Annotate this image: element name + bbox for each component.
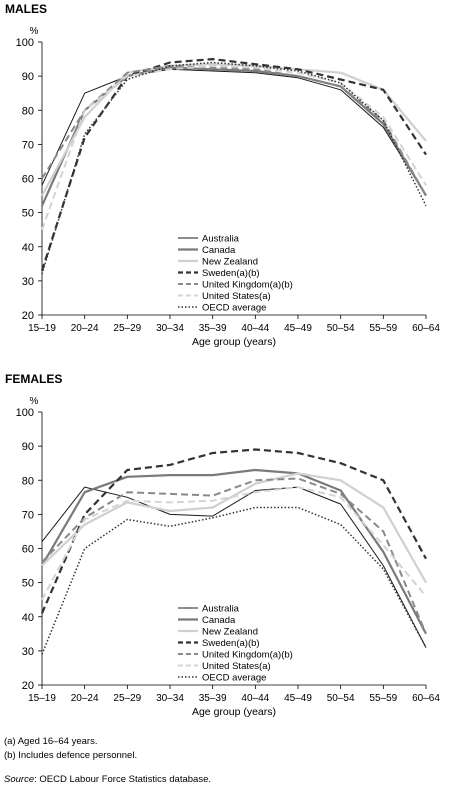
legend-label-4: United Kingdom(a)(b) bbox=[202, 650, 293, 661]
series-line-6 bbox=[41, 506, 427, 655]
legend-label-2: New Zealand bbox=[202, 627, 258, 638]
y-tick-label: 50 bbox=[22, 578, 34, 590]
x-tick-label: 20–24 bbox=[71, 693, 99, 704]
footnote-b: (b) Includes defence personnel. bbox=[4, 750, 138, 761]
y-tick-label: 70 bbox=[22, 509, 34, 521]
y-tick-label: 40 bbox=[22, 242, 34, 254]
x-tick-label: 50–54 bbox=[327, 323, 355, 334]
y-tick-label: 100 bbox=[16, 407, 34, 419]
series-line-0 bbox=[41, 68, 427, 196]
y-tick-label: 80 bbox=[22, 475, 34, 487]
y-tick-label: 90 bbox=[22, 71, 34, 83]
legend-label-4: United Kingdom(a)(b) bbox=[202, 280, 293, 291]
series-line-3 bbox=[40, 57, 427, 271]
y-tick-label: 30 bbox=[22, 276, 34, 288]
males-chart: % 20 30 40 50 60 70 80 90 100 15–19 20–24 25–29 30–34… bbox=[16, 26, 441, 348]
legend-label-3: Sweden(a)(b) bbox=[202, 638, 260, 649]
y-tick-label: 20 bbox=[22, 310, 34, 322]
x-tick-label: 15–19 bbox=[28, 323, 56, 334]
legend-label-1: Canada bbox=[202, 245, 236, 256]
series-line-4 bbox=[41, 477, 427, 635]
x-tick-label: 45–49 bbox=[284, 693, 312, 704]
series-line-2 bbox=[41, 63, 427, 197]
females-panel-title: FEMALES bbox=[5, 372, 63, 386]
y-tick-label: 20 bbox=[22, 680, 34, 692]
x-tick-label: 35–39 bbox=[199, 693, 227, 704]
legend-label-3: Sweden(a)(b) bbox=[202, 268, 260, 279]
source-label: Source bbox=[4, 774, 35, 785]
x-tick-label: 60–64 bbox=[412, 693, 440, 704]
series-line-3 bbox=[40, 448, 427, 614]
source-text: : OECD Labour Force Statistics database. bbox=[34, 774, 211, 785]
x-tick-label: 15–19 bbox=[28, 693, 56, 704]
x-tick-label: 50–54 bbox=[327, 693, 355, 704]
legend-label-5: United States(a) bbox=[202, 291, 271, 302]
legend-label-2: New Zealand bbox=[202, 257, 258, 268]
x-tick-label: 40–44 bbox=[241, 323, 269, 334]
y-tick-label: 60 bbox=[22, 174, 34, 186]
series-line-1 bbox=[40, 66, 427, 207]
y-tick-label: 30 bbox=[22, 646, 34, 658]
x-tick-label: 45–49 bbox=[284, 323, 312, 334]
x-axis-label: Age group (years) bbox=[192, 336, 276, 348]
source-note: Source: OECD Labour Force Statistics dat… bbox=[4, 774, 211, 785]
y-tick-label: 70 bbox=[22, 139, 34, 151]
y-tick-label: 50 bbox=[22, 208, 34, 220]
y-axis-label: % bbox=[30, 26, 39, 37]
females-chart: % 20 30 40 50 60 70 80 90 100 15–19 20–24 25–29 30–34… bbox=[16, 396, 441, 718]
x-tick-label: 25–29 bbox=[113, 693, 141, 704]
legend-label-6: OECD average bbox=[202, 673, 266, 684]
y-tick-label: 40 bbox=[22, 612, 34, 624]
x-tick-label: 35–39 bbox=[199, 323, 227, 334]
y-tick-label: 80 bbox=[22, 105, 34, 117]
y-tick-label: 90 bbox=[22, 441, 34, 453]
series-line-5 bbox=[41, 64, 427, 231]
legend-label-1: Canada bbox=[202, 615, 236, 626]
series-line-4 bbox=[41, 64, 427, 197]
x-tick-label: 55–59 bbox=[369, 693, 397, 704]
x-tick-label: 60–64 bbox=[412, 323, 440, 334]
x-tick-label: 40–44 bbox=[241, 693, 269, 704]
legend-label-0: Australia bbox=[202, 604, 240, 615]
y-tick-label: 60 bbox=[22, 544, 34, 556]
y-tick-label: 100 bbox=[16, 37, 34, 49]
series-line-2 bbox=[41, 472, 427, 584]
x-tick-label: 25–29 bbox=[113, 323, 141, 334]
y-axis-label: % bbox=[30, 396, 39, 407]
x-tick-label: 55–59 bbox=[369, 323, 397, 334]
legend-label-0: Australia bbox=[202, 234, 240, 245]
footnote-a: (a) Aged 16–64 years. bbox=[4, 736, 98, 747]
series-line-5 bbox=[41, 486, 427, 601]
x-tick-label: 20–24 bbox=[71, 323, 99, 334]
males-panel-title: MALES bbox=[5, 2, 47, 16]
x-tick-label: 30–34 bbox=[156, 323, 184, 334]
x-tick-label: 30–34 bbox=[156, 693, 184, 704]
x-axis-label: Age group (years) bbox=[192, 706, 276, 718]
legend-label-5: United States(a) bbox=[202, 661, 271, 672]
legend-label-6: OECD average bbox=[202, 303, 266, 314]
